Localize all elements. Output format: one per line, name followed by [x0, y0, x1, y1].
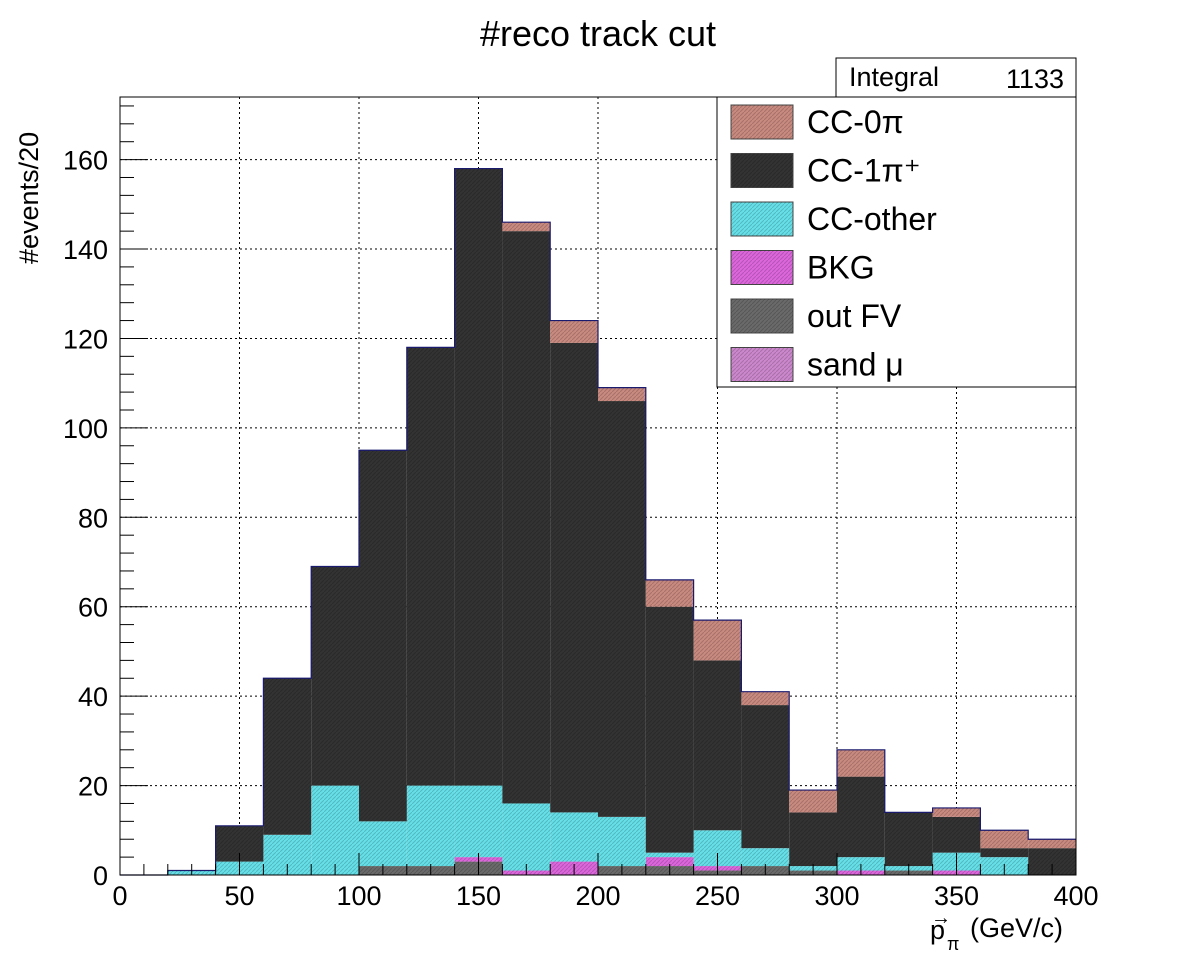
- bar-hatch: [598, 401, 646, 817]
- bar-hatch: [932, 807, 981, 817]
- y-tick-label: 40: [78, 682, 108, 712]
- legend-label: CC-1π⁺: [807, 153, 921, 189]
- bar-hatch: [645, 606, 694, 853]
- bars: [120, 167, 1076, 876]
- bar-hatch: [406, 347, 455, 786]
- legend-swatch-hatch: [731, 153, 793, 188]
- x-tick-label: 250: [695, 881, 740, 911]
- x-tick-label: 350: [934, 881, 979, 911]
- y-tick-label: 140: [63, 235, 108, 265]
- bar-hatch: [406, 785, 455, 867]
- bar-hatch: [645, 852, 694, 858]
- legend-entry: BKG: [730, 250, 875, 286]
- bar-hatch: [598, 387, 646, 402]
- legend-entry: CC-other: [730, 201, 937, 237]
- bar-hatch: [502, 222, 551, 232]
- x-tick-label: 200: [575, 881, 620, 911]
- y-tick-label: 60: [78, 593, 108, 623]
- bar-hatch: [359, 450, 407, 822]
- x-axis-label-subscript: π: [947, 934, 959, 954]
- y-tick-label: 160: [63, 146, 108, 176]
- x-tick-label: 300: [814, 881, 859, 911]
- bar-hatch: [741, 848, 790, 867]
- x-axis-label-unit: (GeV/c): [970, 913, 1063, 943]
- legend-label: out FV: [807, 298, 902, 334]
- legend-swatch-hatch: [731, 347, 793, 382]
- x-axis-label-arrow-icon: →: [931, 907, 951, 929]
- y-tick-label: 120: [63, 324, 108, 354]
- y-tick-label: 100: [63, 414, 108, 444]
- bar-hatch: [598, 816, 646, 867]
- bar-hatch: [454, 785, 503, 858]
- x-axis-label-symbol: p: [930, 915, 945, 945]
- bar-hatch: [645, 579, 694, 607]
- bar-hatch: [311, 566, 359, 786]
- series-group: [215, 168, 1076, 875]
- legend-label: sand μ: [807, 347, 904, 383]
- legend-entry: CC-1π⁺: [730, 153, 921, 189]
- bar-hatch: [741, 705, 790, 849]
- legend: CC-0π CC-1π⁺ CC-other BKG out FV sand μ: [716, 96, 1077, 388]
- bar-hatch: [454, 168, 503, 786]
- legend-label: CC-other: [807, 201, 937, 237]
- stats-value: 1133: [1006, 64, 1064, 94]
- legend-label: CC-0π: [807, 104, 904, 140]
- chart-title: #reco track cut: [480, 13, 716, 54]
- x-tick-label: 100: [336, 881, 381, 911]
- series-group: [167, 785, 1029, 875]
- x-tick-label: 150: [456, 881, 501, 911]
- bar-hatch: [980, 830, 1029, 849]
- bar-hatch: [980, 848, 1029, 858]
- bar-hatch: [884, 812, 933, 867]
- bar-hatch: [550, 342, 598, 813]
- legend-entry: sand μ: [730, 347, 904, 383]
- bar-hatch: [645, 857, 694, 867]
- x-tick-label: 50: [224, 881, 254, 911]
- bar-hatch: [693, 620, 742, 661]
- stats-label: Integral: [849, 62, 939, 92]
- bar-hatch: [263, 678, 312, 835]
- y-tick-label: 80: [78, 503, 108, 533]
- legend-swatch-hatch: [731, 105, 793, 139]
- y-tick-label: 0: [93, 861, 108, 891]
- bar-hatch: [789, 790, 837, 813]
- bar-hatch: [311, 785, 359, 875]
- legend-entry: out FV: [730, 298, 902, 334]
- x-axis-label: p → π (GeV/c): [930, 907, 1063, 954]
- legend-label: BKG: [807, 250, 875, 286]
- bar-hatch: [359, 821, 407, 867]
- legend-swatch-hatch: [731, 250, 793, 285]
- legend-swatch-hatch: [731, 202, 793, 236]
- bar-hatch: [837, 857, 885, 871]
- bar-hatch: [1028, 839, 1076, 849]
- bar-hatch: [741, 691, 790, 706]
- bar-hatch: [837, 749, 885, 777]
- bar-hatch: [550, 320, 598, 343]
- bar-hatch: [502, 231, 551, 804]
- series-group: [502, 222, 1076, 849]
- histogram-outline: [120, 167, 1076, 876]
- y-tick-label: 20: [78, 772, 108, 802]
- x-tick-label: 0: [112, 881, 127, 911]
- bar-hatch: [550, 812, 598, 862]
- stats-box: Integral 1133: [835, 57, 1077, 99]
- axes: 0 50 100 150 200 250 300 350 400 0 20 40 60 80 100 120 1…: [63, 105, 1099, 911]
- x-tick-label: 400: [1053, 881, 1098, 911]
- bar-hatch: [932, 816, 981, 853]
- bar-hatch: [789, 812, 837, 867]
- legend-swatch-hatch: [731, 299, 793, 333]
- bar-hatch: [837, 776, 885, 858]
- bar-hatch: [693, 660, 742, 831]
- legend-entry: CC-0π: [730, 104, 904, 140]
- y-axis-label: #events/20: [14, 132, 44, 264]
- bar-hatch: [502, 803, 551, 871]
